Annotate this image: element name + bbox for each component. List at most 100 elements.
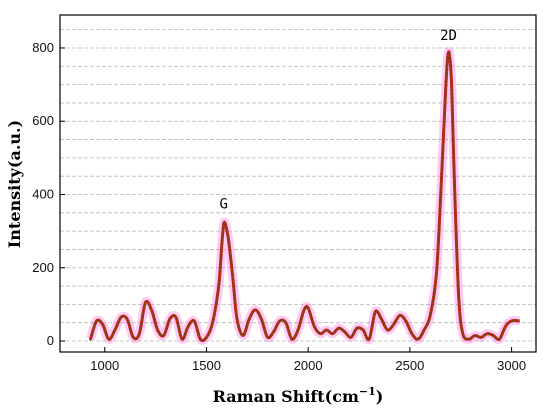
data-point — [462, 335, 466, 339]
y-tick-label: 0 — [47, 333, 54, 348]
data-point — [212, 318, 215, 321]
data-point — [442, 128, 446, 131]
data-point — [236, 321, 239, 325]
data-point — [454, 212, 457, 215]
data-point — [268, 336, 271, 339]
data-point — [453, 176, 456, 179]
data-point — [455, 248, 459, 251]
data-point — [437, 228, 441, 231]
data-point — [208, 329, 212, 333]
data-point — [399, 314, 403, 317]
data-point — [218, 270, 222, 274]
data-point — [349, 336, 352, 339]
data-point — [443, 108, 447, 111]
data-point — [313, 325, 316, 328]
data-point — [303, 306, 307, 310]
data-point — [141, 314, 144, 318]
data-point — [452, 168, 456, 171]
data-point — [301, 314, 304, 317]
data-point — [451, 124, 455, 127]
data-point — [437, 244, 440, 247]
data-point — [451, 132, 455, 135]
data-point — [228, 246, 231, 249]
data-point — [431, 299, 435, 303]
data-point — [449, 72, 453, 75]
data-point — [214, 306, 217, 309]
data-point — [442, 136, 445, 139]
data-point — [382, 322, 386, 326]
data-point — [95, 319, 99, 322]
data-point — [176, 321, 179, 324]
data-point — [177, 325, 180, 328]
data-point — [211, 322, 214, 325]
data-point — [430, 307, 433, 311]
data-point — [130, 331, 133, 335]
data-point — [514, 319, 518, 322]
data-point — [455, 260, 459, 263]
data-point — [215, 298, 219, 302]
data-point — [438, 216, 441, 219]
data-point — [351, 333, 355, 337]
data-point — [126, 320, 130, 323]
data-point — [458, 312, 462, 315]
data-point — [230, 265, 233, 269]
data-point — [458, 308, 461, 311]
data-point — [263, 330, 267, 334]
data-point — [454, 220, 458, 223]
data-point — [452, 144, 455, 147]
data-point — [454, 228, 458, 231]
data-point — [371, 321, 375, 324]
data-point — [441, 144, 445, 147]
data-point — [226, 234, 230, 237]
data-point — [454, 208, 457, 211]
data-point — [117, 320, 120, 324]
y-tick-label: 600 — [32, 113, 54, 128]
data-point — [245, 325, 248, 329]
data-point — [436, 248, 440, 251]
data-point — [140, 322, 143, 326]
data-point — [444, 88, 448, 91]
data-point — [457, 300, 461, 303]
data-point — [362, 329, 366, 333]
data-point — [437, 224, 441, 227]
data-point — [125, 316, 128, 320]
data-point — [175, 317, 178, 321]
data-point — [452, 172, 456, 175]
data-point — [191, 319, 195, 322]
data-point — [232, 289, 236, 293]
data-point — [370, 329, 373, 332]
data-point — [440, 176, 443, 179]
data-point — [442, 132, 445, 135]
data-point — [257, 311, 260, 315]
data-point — [213, 310, 217, 313]
data-point — [436, 255, 439, 259]
data-point — [442, 120, 446, 123]
data-point — [139, 326, 142, 330]
data-point — [137, 334, 140, 338]
data-point — [374, 309, 378, 313]
axis-ticks: 1000 1500 2000 2500 3000 0 200 400 600 800 — [32, 40, 526, 373]
data-point — [443, 116, 446, 119]
data-point — [439, 184, 443, 187]
data-point — [449, 60, 452, 63]
data-point — [221, 230, 225, 234]
data-point — [465, 337, 469, 341]
data-point — [440, 164, 444, 167]
data-point — [457, 288, 460, 291]
data-point — [422, 330, 425, 333]
data-point — [134, 337, 138, 341]
data-point — [406, 323, 410, 327]
data-point — [225, 226, 228, 229]
data-point — [229, 261, 233, 265]
data-point — [396, 316, 400, 319]
data-point — [233, 297, 236, 301]
data-point — [309, 313, 312, 317]
data-point — [234, 309, 238, 313]
data-point — [232, 281, 235, 285]
data-point — [455, 252, 459, 255]
data-point — [262, 326, 266, 330]
data-point — [429, 311, 433, 315]
data-point — [444, 92, 447, 95]
data-point — [452, 152, 455, 155]
data-point — [145, 300, 149, 303]
